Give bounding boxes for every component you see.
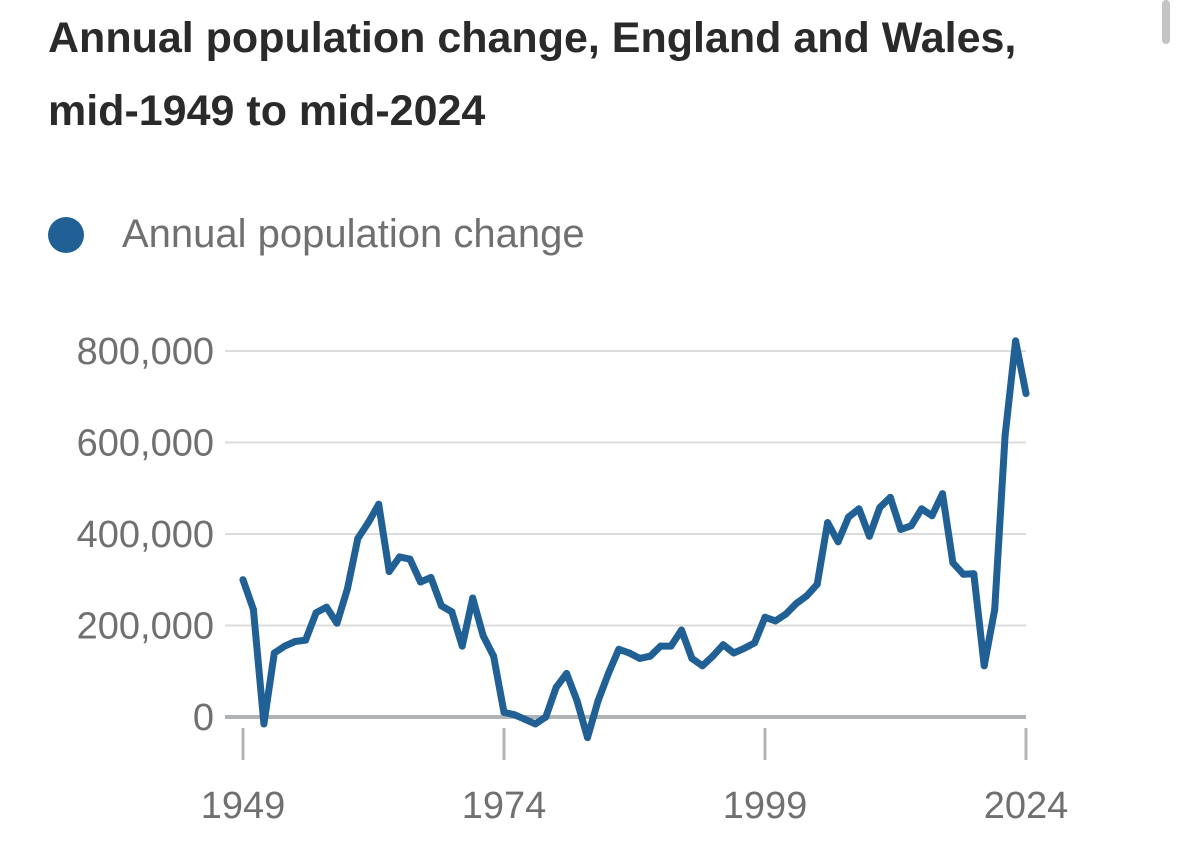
data-point [980,662,988,670]
data-point [761,613,769,621]
y-tick-label: 600,000 [77,423,214,465]
data-point [657,642,665,650]
data-point [845,513,853,521]
data-point [573,697,581,705]
data-point [458,642,466,650]
legend-label: Annual population change [122,212,585,256]
data-point [918,505,926,513]
data-point [698,662,706,670]
data-point [479,632,487,640]
data-point [375,500,383,508]
x-axis: 1949 1974 1999 2024 [201,728,1069,827]
data-point [354,535,362,543]
data-point [1022,390,1030,398]
data-point [782,610,790,618]
data-point [688,654,696,662]
data-point [291,638,299,646]
legend-marker-icon [48,216,84,253]
data-point [907,522,915,530]
data-point [281,642,289,650]
data-point [751,639,759,647]
data-point [302,636,310,644]
data-point [396,553,404,561]
x-tick-label: 2024 [984,785,1069,827]
data-point [333,619,341,627]
x-tick-label: 1999 [723,785,808,827]
data-point [1001,432,1009,440]
data-point [615,645,623,653]
data-point [646,652,654,660]
series-line [239,337,1030,742]
data-point [584,734,592,742]
data-point [552,683,560,691]
data-point [510,711,518,719]
data-point [897,525,905,533]
data-point [531,720,539,728]
x-tick-label: 1949 [201,785,286,827]
data-point [239,576,247,584]
scrollbar[interactable] [1162,0,1170,44]
data-point [855,505,863,513]
y-tick-label: 200,000 [77,606,214,648]
y-axis: 0 200,000 400,000 600,000 800,000 [77,331,214,739]
data-point [803,592,811,600]
legend: Annual population change [48,212,585,257]
data-point [625,649,633,657]
data-point [416,578,424,586]
data-point [490,652,498,660]
data-point [249,605,257,613]
data-point [636,654,644,662]
data-point [719,641,727,649]
data-point [730,649,738,657]
data-point [542,713,550,721]
data-point [709,652,717,660]
data-point [886,493,894,501]
data-point [500,708,508,716]
data-point [991,605,999,613]
y-tick-label: 0 [193,697,214,739]
y-tick-label: 400,000 [77,514,214,556]
data-point [928,512,936,520]
data-point [876,503,884,511]
data-point [563,670,571,678]
data-point [771,617,779,625]
data-point [824,519,832,527]
data-point [521,715,529,723]
data-point [949,559,957,567]
data-point [364,519,372,527]
data-point [323,603,331,611]
data-point [312,609,320,617]
data-point [865,532,873,540]
data-point [469,594,477,602]
x-tick-label: 1974 [462,785,547,827]
data-point [448,608,456,616]
data-point [385,568,393,576]
data-point [959,570,967,578]
data-point [970,570,978,578]
data-point [594,697,602,705]
data-point [667,642,675,650]
data-point [792,600,800,608]
data-point [677,626,685,634]
data-point [260,720,268,728]
gridlines [225,350,1026,719]
data-point [740,644,748,652]
data-point [813,580,821,588]
y-tick-label: 800,000 [77,331,214,373]
data-point [1012,337,1020,345]
data-point [604,670,612,678]
data-point [437,602,445,610]
data-point [427,573,435,581]
chart-title: Annual population change, England and Wa… [48,14,1017,135]
data-point [343,585,351,593]
data-point [270,649,278,657]
series-layer [239,337,1030,742]
data-point [406,555,414,563]
data-point [938,490,946,498]
data-point [834,538,842,546]
